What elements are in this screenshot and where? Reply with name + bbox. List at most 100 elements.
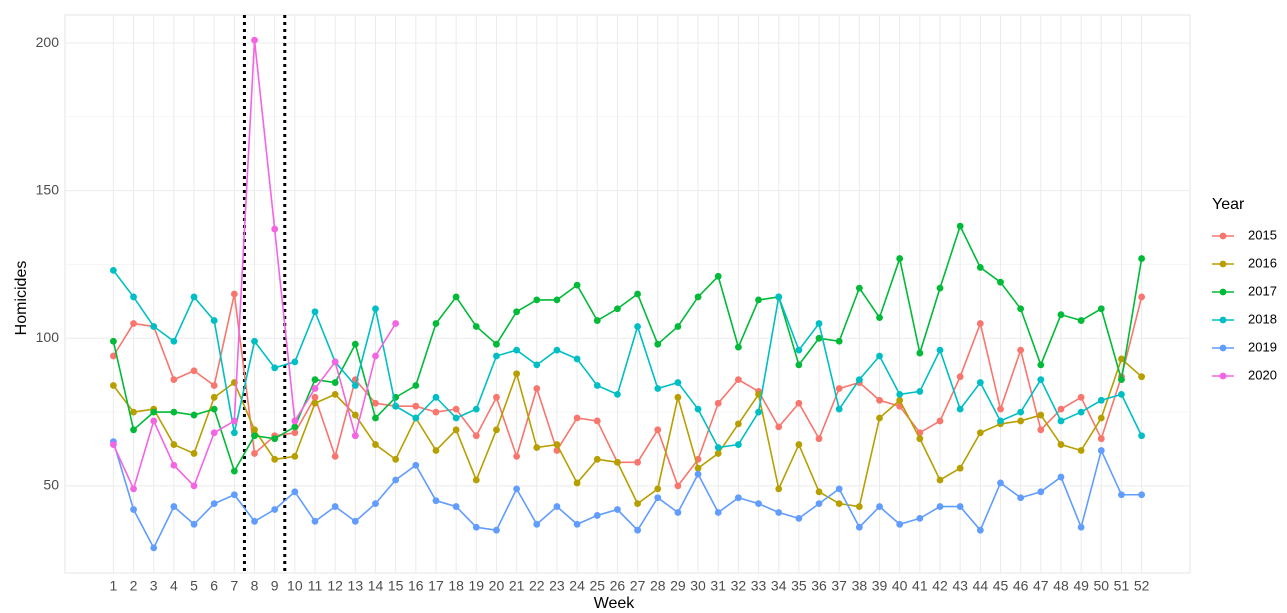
data-point	[1077, 523, 1085, 531]
data-point	[1097, 414, 1105, 422]
data-point	[372, 352, 379, 360]
x-tick-label: 10	[287, 578, 303, 594]
data-point	[593, 512, 601, 519]
data-point	[1037, 361, 1045, 369]
data-point	[493, 526, 500, 534]
series-line	[112, 269, 1143, 449]
data-point	[855, 503, 863, 510]
data-point	[130, 506, 137, 513]
data-point	[855, 376, 863, 384]
data-point	[1138, 373, 1146, 381]
data-point	[553, 441, 561, 448]
data-point	[271, 435, 279, 443]
x-tick-label: 11	[308, 578, 323, 594]
data-point	[351, 411, 359, 419]
data-point	[573, 520, 581, 528]
data-point	[1037, 411, 1045, 419]
data-point	[513, 452, 521, 460]
data-point	[533, 385, 541, 392]
x-tick-label: 9	[271, 578, 279, 594]
data-point	[331, 358, 339, 366]
data-point	[251, 36, 258, 44]
x-tick-label: 45	[993, 578, 1009, 594]
x-tick-label: 37	[831, 578, 847, 594]
data-point	[130, 320, 137, 327]
data-point	[452, 405, 460, 413]
y-tick-label: 200	[36, 34, 60, 50]
data-point	[795, 346, 803, 354]
data-point	[351, 340, 359, 348]
data-point	[1097, 435, 1105, 443]
data-point	[150, 408, 158, 416]
data-point	[936, 346, 944, 354]
data-point	[412, 402, 420, 410]
series-line	[112, 293, 1143, 488]
data-point	[1097, 396, 1105, 404]
data-point	[513, 485, 521, 493]
x-tick-label: 48	[1053, 578, 1069, 594]
data-point	[351, 432, 359, 440]
data-point	[1037, 488, 1045, 496]
x-tick-label: 26	[610, 578, 626, 594]
data-point	[170, 441, 178, 448]
x-tick-label: 38	[852, 578, 868, 594]
data-point	[472, 523, 480, 531]
x-tick-label: 25	[589, 578, 605, 594]
data-point	[755, 408, 762, 416]
data-point	[190, 367, 198, 375]
data-point	[734, 494, 742, 502]
data-point	[109, 337, 117, 345]
legend-label: 2019	[1248, 339, 1277, 354]
data-point	[714, 444, 722, 451]
data-point	[190, 482, 198, 490]
data-point	[291, 488, 299, 496]
data-point	[755, 296, 762, 304]
x-tick-label: 17	[428, 578, 444, 594]
data-point	[956, 405, 964, 413]
data-point	[432, 393, 440, 401]
data-point	[936, 476, 944, 484]
data-point	[755, 500, 762, 508]
data-point	[170, 503, 178, 510]
data-point	[331, 379, 339, 386]
data-point	[976, 429, 984, 437]
data-point	[654, 340, 662, 348]
data-point	[1138, 491, 1146, 499]
data-point	[1017, 494, 1025, 502]
x-tick-label: 46	[1013, 578, 1029, 594]
x-tick-label: 51	[1114, 578, 1130, 594]
legend-label: 2018	[1248, 311, 1277, 326]
data-point	[1118, 491, 1125, 499]
x-tick-label: 4	[170, 578, 178, 594]
data-point	[734, 420, 742, 428]
data-point	[755, 390, 762, 398]
x-tick-label: 8	[251, 578, 259, 594]
x-tick-label: 3	[150, 578, 158, 594]
data-point	[251, 517, 258, 525]
data-point	[452, 293, 460, 301]
data-point	[593, 317, 601, 324]
data-point	[190, 293, 198, 301]
data-point	[775, 509, 783, 516]
data-point	[855, 523, 863, 531]
data-point	[896, 255, 904, 262]
data-point	[936, 284, 944, 292]
data-point	[896, 390, 904, 398]
data-point	[513, 308, 521, 316]
data-point	[553, 503, 561, 510]
legend-label: 2020	[1248, 367, 1277, 382]
data-point	[331, 452, 339, 460]
data-point	[432, 497, 440, 505]
data-point	[714, 399, 722, 407]
data-point	[392, 455, 400, 463]
x-tick-label: 13	[348, 578, 364, 594]
data-point	[251, 337, 258, 345]
data-point	[311, 393, 319, 401]
data-point	[654, 485, 662, 493]
data-point	[1057, 441, 1065, 448]
data-point	[815, 334, 823, 342]
data-point	[795, 399, 803, 407]
data-point	[593, 417, 601, 425]
data-point	[916, 435, 924, 443]
